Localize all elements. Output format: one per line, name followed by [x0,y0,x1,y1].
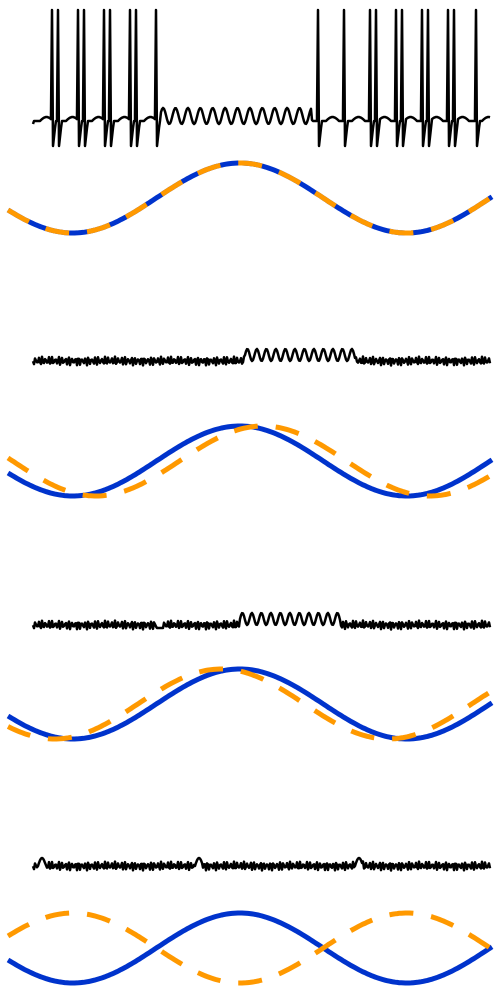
panel-c-response-sine [6,666,494,742]
panel-b-response-sine [6,423,494,499]
panel-d-voltage-trace [31,856,492,872]
panel-a-input-sine [6,160,494,236]
panel-b-voltage-trace [31,347,492,367]
panel-c [6,611,494,742]
panel-d-input-sine [6,910,494,986]
panel-a [6,8,494,236]
panel-a-response-sine [6,160,494,236]
panel-a-voltage-trace [31,8,491,148]
panel-b [6,347,494,499]
panel-c-voltage-trace [31,611,492,631]
panel-c-input-sine [6,666,494,742]
panel-d [6,856,494,986]
panel-d-response-sine [6,910,494,986]
panel-b-input-sine [6,423,494,499]
